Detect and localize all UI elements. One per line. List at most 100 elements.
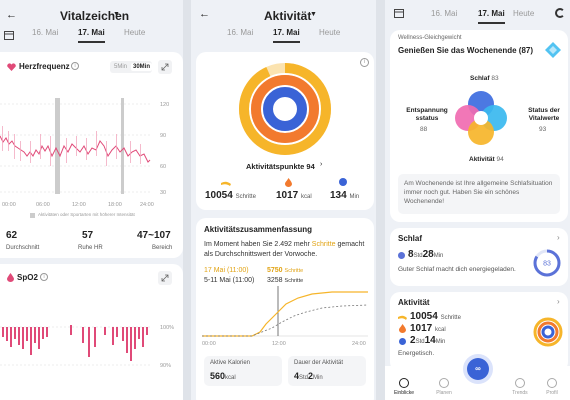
tab-16-mai[interactable]: 16. Mai: [32, 28, 59, 37]
spo2-card[interactable]: SpO2 i 100% 90%: [0, 264, 183, 400]
ai-center-button[interactable]: ∞: [467, 358, 489, 380]
summary-title: Aktivitätszusammenfassung: [204, 225, 313, 234]
tile-label: Aktive Kalorien: [210, 360, 251, 366]
tab-17-mai[interactable]: 17. Mai: [478, 9, 505, 24]
back-icon[interactable]: ←: [6, 9, 17, 21]
nav-einblicke[interactable]: Einblicke: [389, 378, 419, 396]
sleep-text: Guter Schlaf macht dich energiegeladen.: [398, 266, 516, 273]
intensity-band: [55, 98, 60, 194]
heart-rate-card[interactable]: Herzfrequenz i 5Min 30Min: [0, 52, 183, 258]
sleep-score-ring: 83: [533, 249, 561, 277]
x-tick: 12:00: [72, 202, 86, 208]
nav-profil[interactable]: Profil: [537, 378, 567, 396]
chevron-right-icon[interactable]: ›: [320, 161, 323, 168]
activity-text: Energetisch.: [398, 350, 435, 357]
activity-summary-card[interactable]: Aktivitätszusammenfassung Im Moment habe…: [196, 218, 374, 400]
y-tick: 60: [160, 164, 166, 170]
chevron-right-icon[interactable]: ›: [557, 233, 560, 242]
profile-icon: [547, 378, 557, 388]
tab-heute[interactable]: Heute: [513, 9, 535, 18]
page-title: Aktivität: [264, 9, 312, 23]
legend-text: Aktivitäten oder Sportarten mit höherer …: [38, 212, 135, 217]
activity-screen: ← Aktivität ▼ 16. Mai 17. Mai Heute i Ak…: [191, 0, 376, 400]
info-icon[interactable]: i: [71, 62, 79, 70]
petal-label-vitals: Status der Vitalwerte: [528, 107, 560, 122]
summary-text: Im Moment haben Sie 2.492 mehr Schritte …: [204, 241, 365, 258]
tab-heute[interactable]: Heute: [124, 28, 146, 37]
insights-icon: [399, 378, 409, 388]
tab-16-mai[interactable]: 16. Mai: [227, 28, 254, 37]
expand-icon[interactable]: [158, 60, 172, 74]
clock-icon: [399, 338, 406, 345]
tab-16-mai[interactable]: 16. Mai: [431, 9, 458, 18]
x-tick: 00:00: [202, 341, 216, 347]
wellness-label: Wellness-Gleichgewicht: [398, 35, 462, 41]
steps-ring: [239, 63, 331, 155]
steps-value: 10054 Schritte: [205, 190, 256, 201]
legend-swatch: [30, 213, 35, 218]
info-icon[interactable]: i: [360, 58, 369, 67]
nav-planen[interactable]: Planen: [429, 378, 459, 396]
plan-icon: [439, 378, 449, 388]
today-steps-line: [202, 291, 368, 337]
insights-screen: 16. Mai 17. Mai Heute Wellness-Gleichgew…: [385, 0, 570, 400]
intensity-band: [121, 98, 124, 194]
y-tick: 90: [160, 133, 166, 139]
tab-heute[interactable]: Heute: [319, 28, 341, 37]
petal-value-vitals: 93: [539, 126, 547, 133]
stat-range-value: 47~107: [137, 230, 171, 241]
interval-toggle[interactable]: 5Min 30Min: [110, 61, 153, 73]
stat-range-label: Bereich: [152, 245, 173, 251]
petal-label-activity: Aktivität 94: [469, 156, 504, 163]
toggle-5min[interactable]: 5Min: [114, 64, 128, 70]
kcal-ring: [251, 75, 319, 143]
steps-comparison-chart: [202, 286, 368, 337]
wellness-note: Am Wochenende ist Ihre allgemeine Schlaf…: [398, 174, 560, 214]
screen-divider: [183, 0, 191, 400]
tab-17-mai[interactable]: 17. Mai: [273, 28, 300, 43]
activity-rings-card[interactable]: i Aktivitätspunkte 94 › 10054 Schritte 1…: [196, 52, 374, 210]
tile-value: 4Std2Min: [294, 371, 323, 381]
drop-icon: [7, 273, 14, 282]
diamond-icon[interactable]: [545, 42, 561, 58]
activity-duration: 2Std14Min: [410, 335, 446, 346]
wellness-title: Genießen Sie das Wochenende (87): [398, 46, 533, 55]
x-tick: 24:00: [140, 202, 154, 208]
activity-points[interactable]: Aktivitätspunkte 94: [246, 162, 315, 171]
flame-icon: [285, 178, 292, 187]
tile-active-calories[interactable]: Aktive Kalorien 560kcal: [204, 356, 282, 386]
petal-label-relax: Entspannung sstatus: [406, 107, 448, 122]
chevron-down-icon[interactable]: ▼: [113, 11, 120, 18]
sync-icon[interactable]: [555, 8, 565, 18]
stat-resting-value: 57: [82, 230, 94, 241]
calendar-icon[interactable]: [4, 30, 14, 40]
tile-activity-duration[interactable]: Dauer der Aktivität 4Std2Min: [288, 356, 366, 386]
bottom-navigation: Einblicke Planen ∞ Trends Profil: [385, 358, 570, 400]
expand-icon[interactable]: [158, 271, 172, 285]
y-tick: 90%: [160, 363, 171, 369]
spo2-chart: 100% 90%: [0, 325, 174, 369]
y-tick: 30: [160, 190, 166, 196]
steps-icon: [398, 315, 407, 320]
x-tick: 18:00: [108, 202, 122, 208]
toggle-30min[interactable]: 30Min: [131, 63, 153, 71]
heart-rate-chart: 120 90 60 30: [0, 98, 169, 196]
activity-mini-rings: [533, 317, 563, 347]
calendar-icon[interactable]: [394, 8, 404, 18]
tile-value: 560kcal: [210, 371, 236, 381]
sleep-card[interactable]: Schlaf › 8Std28Min Guter Schlaf macht di…: [390, 228, 568, 286]
chevron-right-icon[interactable]: ›: [557, 297, 560, 306]
wellness-card[interactable]: Wellness-Gleichgewicht Genießen Sie das …: [390, 30, 568, 222]
activity-kcal: 1017 kcal: [410, 323, 446, 334]
chevron-down-icon[interactable]: ▼: [310, 11, 317, 18]
info-icon[interactable]: i: [40, 273, 48, 281]
nav-trends[interactable]: Trends: [505, 378, 535, 396]
activity-title: Aktivität: [398, 298, 430, 307]
tab-17-mai[interactable]: 17. Mai: [78, 28, 105, 43]
back-icon[interactable]: ←: [199, 8, 210, 20]
x-tick: 06:00: [36, 202, 50, 208]
sleep-title: Schlaf: [398, 234, 423, 243]
heart-rate-title: Herzfrequenz: [19, 62, 70, 71]
stat-average-label: Durchschnitt: [6, 245, 40, 251]
trends-icon: [515, 378, 525, 388]
